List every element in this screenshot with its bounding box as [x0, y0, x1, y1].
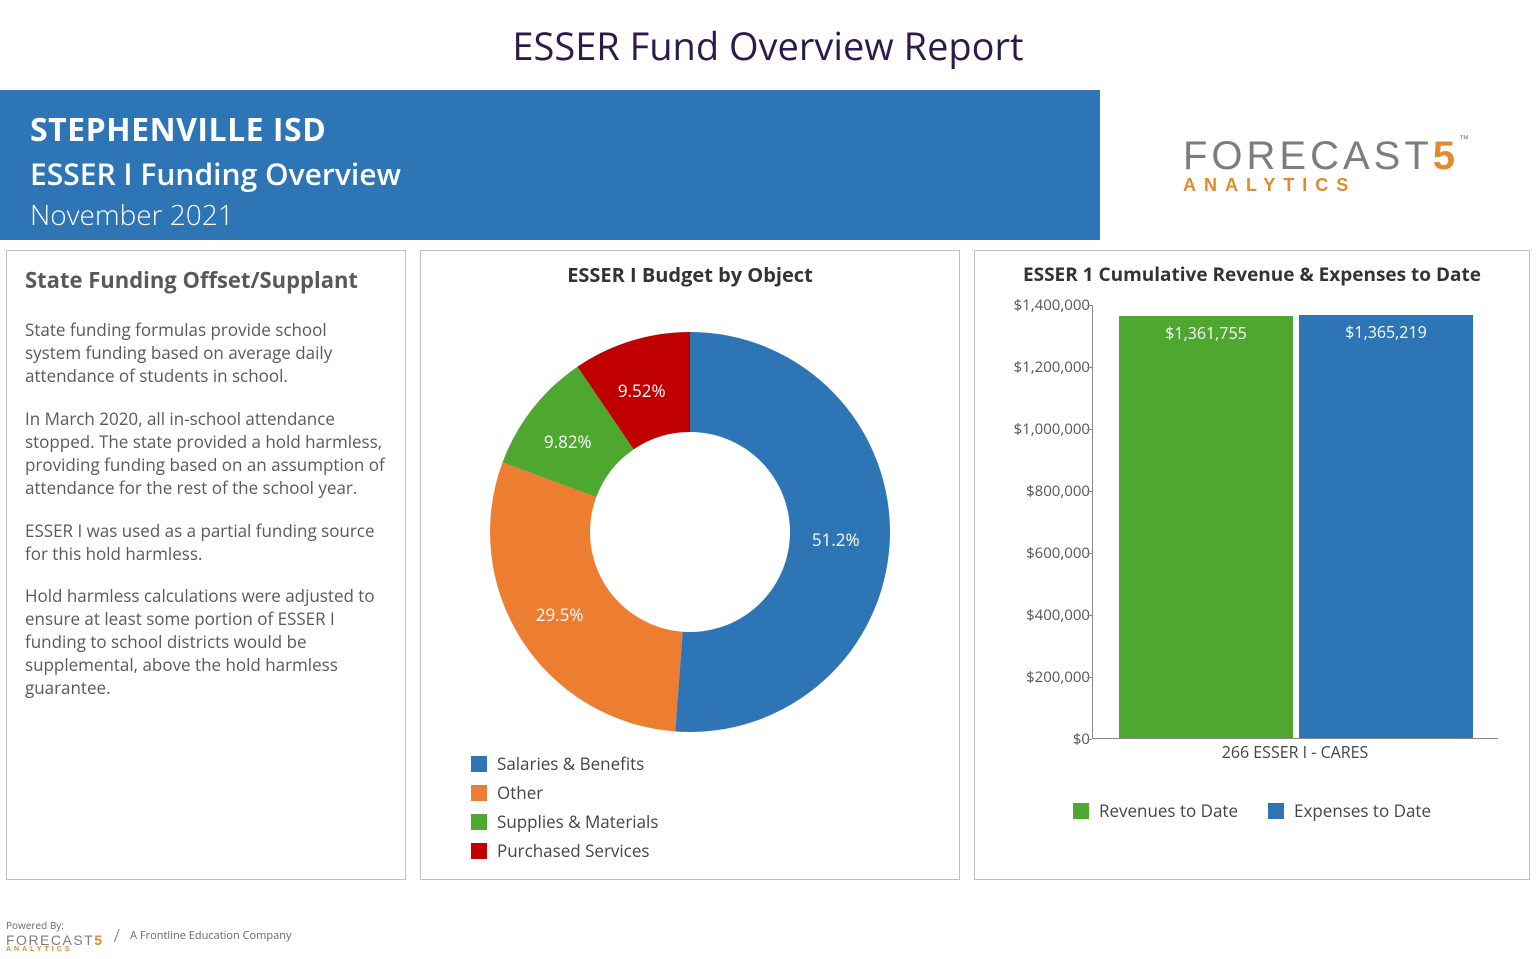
legend-swatch — [1268, 803, 1284, 819]
logo-text-5: 5 — [1433, 134, 1459, 178]
panel-row: State Funding Offset/Supplant State fund… — [0, 240, 1536, 880]
footer-company: A Frontline Education Company — [130, 928, 291, 943]
footer-logo-5: 5 — [94, 932, 103, 948]
forecast5-logo: FORECAST5™ ANALYTICS — [1183, 134, 1473, 196]
legend-swatch — [471, 756, 487, 772]
banner-left: STEPHENVILLE ISD ESSER I Funding Overvie… — [0, 90, 1100, 240]
bar-category-label: 266 ESSER I - CARES — [1092, 741, 1498, 763]
legend-swatch — [471, 843, 487, 859]
bar: $1,365,219 — [1299, 315, 1473, 738]
bar-legend: Revenues to Date Expenses to Date — [985, 799, 1519, 822]
legend-item: Expenses to Date — [1268, 799, 1431, 822]
donut-chart: 51.2% 29.5% 9.82% 9.52% — [460, 292, 920, 752]
donut-title: ESSER I Budget by Object — [431, 261, 949, 288]
legend-item: Revenues to Date — [1073, 799, 1238, 822]
powered-by-label: Powered By: — [6, 918, 104, 932]
y-tick-label: $1,400,000 — [1014, 295, 1090, 315]
text-panel-body: State funding formulas provide school sy… — [25, 319, 387, 700]
y-tick-label: $1,200,000 — [1014, 357, 1090, 377]
district-name: STEPHENVILLE ISD — [30, 108, 1070, 151]
legend-label: Revenues to Date — [1099, 799, 1238, 822]
legend-swatch — [471, 785, 487, 801]
bar-value-label: $1,361,755 — [1119, 322, 1293, 344]
legend-swatch — [471, 814, 487, 830]
donut-slice — [490, 462, 683, 731]
legend-item: Other — [471, 781, 681, 804]
legend-swatch — [1073, 803, 1089, 819]
text-panel: State Funding Offset/Supplant State fund… — [6, 250, 406, 880]
footer-logo: FORECAST5 ANALYTICS — [6, 932, 104, 953]
donut-panel: ESSER I Budget by Object 51.2% 29.5% 9.82%… — [420, 250, 960, 880]
legend-label: Other — [497, 781, 543, 804]
footer-divider: / — [114, 924, 121, 948]
text-paragraph: State funding formulas provide school sy… — [25, 319, 387, 388]
report-date: November 2021 — [30, 196, 1070, 234]
text-paragraph: ESSER I was used as a partial funding so… — [25, 520, 387, 566]
donut-slice-label: 29.5% — [536, 603, 584, 626]
y-tick-label: $600,000 — [1026, 543, 1090, 563]
y-tick-label: $400,000 — [1026, 605, 1090, 625]
y-tick-label: $800,000 — [1026, 481, 1090, 501]
bar-panel: ESSER 1 Cumulative Revenue & Expenses to… — [974, 250, 1530, 880]
text-paragraph: Hold harmless calculations were adjusted… — [25, 585, 387, 700]
page-title: ESSER Fund Overview Report — [0, 0, 1536, 90]
donut-slice-label: 9.52% — [618, 379, 666, 402]
text-panel-title: State Funding Offset/Supplant — [25, 265, 387, 295]
donut-legend: Salaries & BenefitsOtherSupplies & Mater… — [431, 752, 949, 862]
y-tick-label: $1,000,000 — [1014, 419, 1090, 439]
report-subtitle: ESSER I Funding Overview — [30, 153, 1070, 194]
bar-value-label: $1,365,219 — [1299, 321, 1473, 343]
text-paragraph: In March 2020, all in-school attendance … — [25, 408, 387, 500]
legend-item: Supplies & Materials — [471, 810, 681, 833]
legend-label: Supplies & Materials — [497, 810, 658, 833]
bar: $1,361,755 — [1119, 316, 1293, 738]
header-banner: STEPHENVILLE ISD ESSER I Funding Overvie… — [0, 90, 1536, 240]
legend-item: Purchased Services — [471, 839, 681, 862]
legend-label: Purchased Services — [497, 839, 649, 862]
footer: Powered By: FORECAST5 ANALYTICS / A Fron… — [6, 918, 291, 953]
y-tick-label: $200,000 — [1026, 667, 1090, 687]
logo-text-1: FORECAST — [1183, 134, 1433, 178]
donut-slice-label: 51.2% — [812, 528, 860, 551]
donut-slice-label: 9.82% — [544, 430, 592, 453]
banner-right: FORECAST5™ ANALYTICS — [1100, 90, 1536, 240]
bar-title: ESSER 1 Cumulative Revenue & Expenses to… — [985, 261, 1519, 287]
legend-label: Expenses to Date — [1294, 799, 1431, 822]
logo-tm: ™ — [1459, 134, 1473, 145]
bar-chart: $1,361,755 $1,365,219 266 ESSER I - CARES… — [992, 295, 1512, 785]
